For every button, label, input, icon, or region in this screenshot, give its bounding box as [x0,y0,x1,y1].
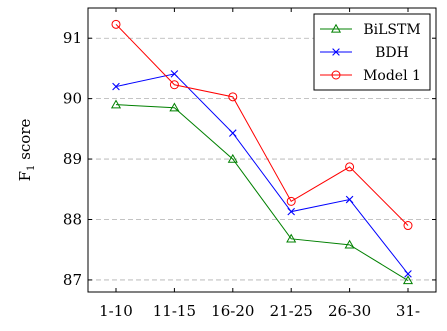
legend-marker-bdh [332,48,340,56]
y-axis-label: F1 score [16,119,37,182]
point-model-1-4 [345,162,355,172]
x-tick-label-2: 16-20 [211,302,254,320]
point-bilstm-4 [344,239,355,249]
x-tick-label-3: 21-25 [270,302,313,320]
legend-label-bilstm: BiLSTM [363,22,420,38]
x-tick-label-5: 31- [396,302,420,320]
point-bdh-0 [112,82,120,91]
point-bilstm-0 [110,99,122,109]
y-tick-label-88: 88 [63,210,82,228]
y-tick-label-89: 89 [63,150,82,168]
legend: BiLSTM BDH Model 1 [313,13,431,91]
point-bdh-4 [345,195,354,204]
series-line-bdh [115,73,409,275]
point-bdh-5 [404,270,412,278]
point-model-1-3 [286,196,296,206]
y-tick-label-87: 87 [63,271,82,289]
point-bdh-2 [229,129,237,137]
legend-marker-bilstm [330,23,342,33]
plot-frame [87,7,437,293]
point-bilstm-2 [227,153,238,163]
x-tick-label-4: 26-30 [328,302,371,320]
point-model-1-5 [403,221,413,231]
point-bdh-1 [170,70,179,78]
series-line-model-1 [115,23,409,226]
point-model-1-2 [228,92,238,102]
legend-label-model-1: Model 1 [363,68,421,84]
axis-ticks: 87 88 89 90 91 1-10 11-15 16-20 21-25 26-30 31- [63,8,436,320]
point-bdh-3 [287,207,295,216]
point-bilstm-3 [286,233,297,243]
point-model-1-1 [169,80,179,90]
x-tick-label-0: 1-10 [99,302,133,320]
point-model-1-0 [111,19,121,29]
legend-marker-model-1 [331,70,341,80]
series-layer [110,19,414,285]
legend-label-bdh: BDH [375,45,409,61]
y-tick-label-91: 91 [63,29,82,47]
series-line-bilstm [115,104,409,281]
y-tick-label-90: 90 [63,90,82,108]
point-bilstm-5 [402,275,414,285]
point-bilstm-1 [169,102,180,112]
x-tick-label-1: 11-15 [153,302,196,320]
